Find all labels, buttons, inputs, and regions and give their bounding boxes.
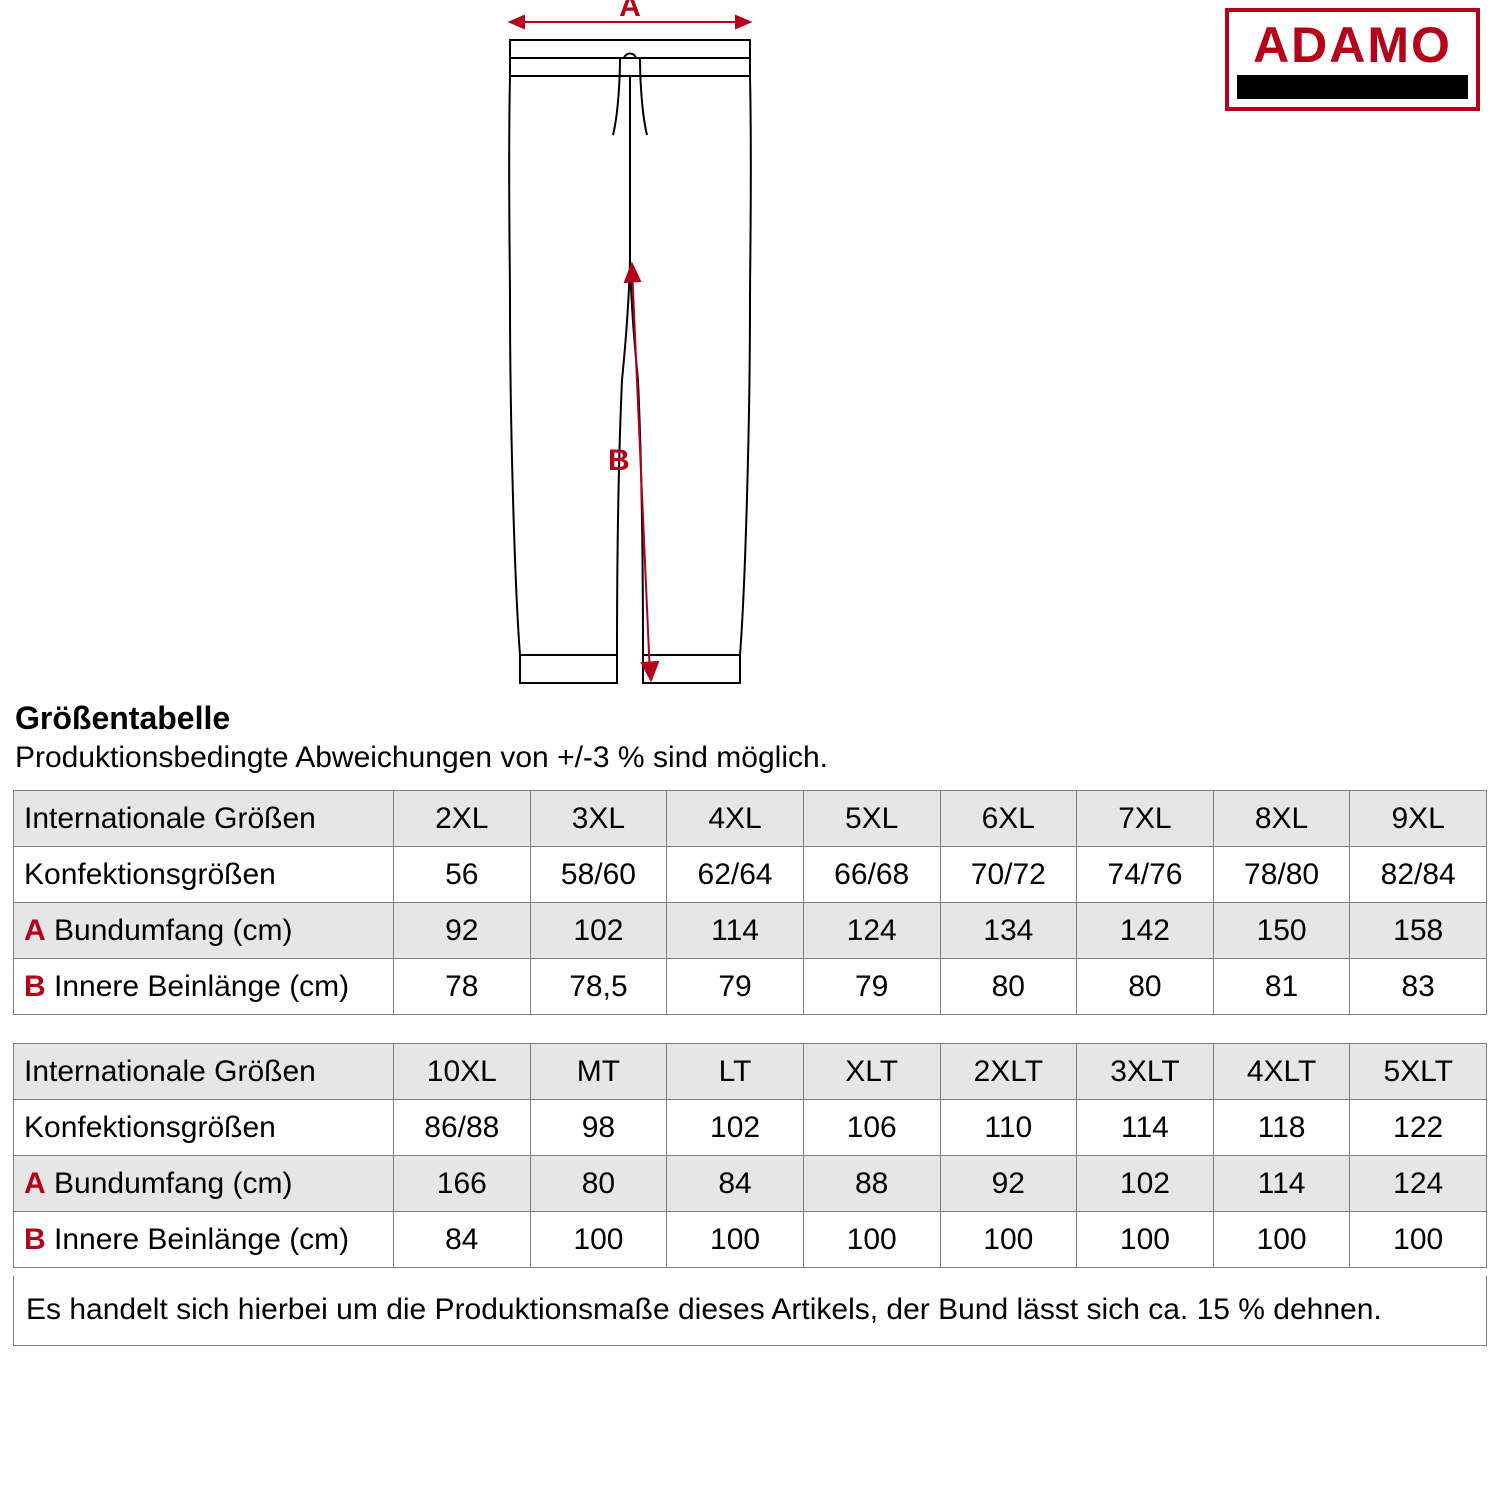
- cell: 7XL: [1077, 791, 1214, 847]
- pants-diagram: A: [370, 0, 890, 700]
- row-label-konf: Konfektionsgrößen: [14, 847, 394, 903]
- diagram-label-b: B: [608, 444, 630, 477]
- cell: 5XLT: [1350, 1044, 1487, 1100]
- row-label-intl: Internationale Größen: [14, 1044, 394, 1100]
- cell: 9XL: [1350, 791, 1487, 847]
- cell: 80: [530, 1156, 667, 1212]
- cell: 134: [940, 903, 1077, 959]
- cell: 100: [1077, 1212, 1214, 1268]
- cell: 158: [1350, 903, 1487, 959]
- cell: 80: [940, 959, 1077, 1015]
- cell: 10XL: [394, 1044, 531, 1100]
- cell: 98: [530, 1100, 667, 1156]
- row-label-b: B Innere Beinlänge (cm): [14, 1212, 394, 1268]
- cell: 81: [1213, 959, 1350, 1015]
- cell: 100: [1350, 1212, 1487, 1268]
- cell: 100: [803, 1212, 940, 1268]
- brand-logo-text: ADAMO: [1229, 12, 1476, 75]
- cell: 124: [1350, 1156, 1487, 1212]
- cell: 142: [1077, 903, 1214, 959]
- cell: 78/80: [1213, 847, 1350, 903]
- cell: LT: [667, 1044, 804, 1100]
- cell: 2XL: [394, 791, 531, 847]
- cell: 83: [1350, 959, 1487, 1015]
- table-title: Größentabelle: [15, 700, 828, 737]
- cell: 122: [1350, 1100, 1487, 1156]
- cell: 86/88: [394, 1100, 531, 1156]
- cell: 100: [940, 1212, 1077, 1268]
- cell: XLT: [803, 1044, 940, 1100]
- cell: 3XLT: [1077, 1044, 1214, 1100]
- row-label-konf: Konfektionsgrößen: [14, 1100, 394, 1156]
- row-label-a: A Bundumfang (cm): [14, 1156, 394, 1212]
- cell: 66/68: [803, 847, 940, 903]
- cell: 4XL: [667, 791, 804, 847]
- cell: 4XLT: [1213, 1044, 1350, 1100]
- cell: 78: [394, 959, 531, 1015]
- cell: 166: [394, 1156, 531, 1212]
- cell: 84: [667, 1156, 804, 1212]
- cell: 2XLT: [940, 1044, 1077, 1100]
- cell: 92: [394, 903, 531, 959]
- size-table-1: Internationale Größen 2XL 3XL 4XL 5XL 6X…: [13, 790, 1487, 1015]
- cell: 88: [803, 1156, 940, 1212]
- footnote: Es handelt sich hierbei um die Produktio…: [13, 1276, 1487, 1346]
- cell: 79: [803, 959, 940, 1015]
- brand-logo-bar: [1237, 75, 1468, 99]
- cell: 3XL: [530, 791, 667, 847]
- cell: 114: [1077, 1100, 1214, 1156]
- row-label-a: A Bundumfang (cm): [14, 903, 394, 959]
- row-label-b: B Innere Beinlänge (cm): [14, 959, 394, 1015]
- cell: 62/64: [667, 847, 804, 903]
- size-table-2: Internationale Größen 10XL MT LT XLT 2XL…: [13, 1043, 1487, 1268]
- cell: 58/60: [530, 847, 667, 903]
- cell: 6XL: [940, 791, 1077, 847]
- cell: 5XL: [803, 791, 940, 847]
- cell: 78,5: [530, 959, 667, 1015]
- cell: 114: [667, 903, 804, 959]
- cell: 84: [394, 1212, 531, 1268]
- cell: 80: [1077, 959, 1214, 1015]
- cell: 92: [940, 1156, 1077, 1212]
- cell: 70/72: [940, 847, 1077, 903]
- cell: 150: [1213, 903, 1350, 959]
- cell: 118: [1213, 1100, 1350, 1156]
- diagram-label-a: A: [619, 0, 641, 23]
- cell: 102: [530, 903, 667, 959]
- cell: 56: [394, 847, 531, 903]
- cell: 100: [667, 1212, 804, 1268]
- row-label-intl: Internationale Größen: [14, 791, 394, 847]
- cell: 100: [530, 1212, 667, 1268]
- cell: 110: [940, 1100, 1077, 1156]
- table-subnote: Produktionsbedingte Abweichungen von +/-…: [15, 741, 828, 775]
- cell: MT: [530, 1044, 667, 1100]
- cell: 8XL: [1213, 791, 1350, 847]
- cell: 102: [667, 1100, 804, 1156]
- cell: 100: [1213, 1212, 1350, 1268]
- cell: 74/76: [1077, 847, 1214, 903]
- cell: 114: [1213, 1156, 1350, 1212]
- cell: 102: [1077, 1156, 1214, 1212]
- cell: 106: [803, 1100, 940, 1156]
- cell: 79: [667, 959, 804, 1015]
- cell: 124: [803, 903, 940, 959]
- brand-logo: ADAMO: [1225, 8, 1480, 111]
- cell: 82/84: [1350, 847, 1487, 903]
